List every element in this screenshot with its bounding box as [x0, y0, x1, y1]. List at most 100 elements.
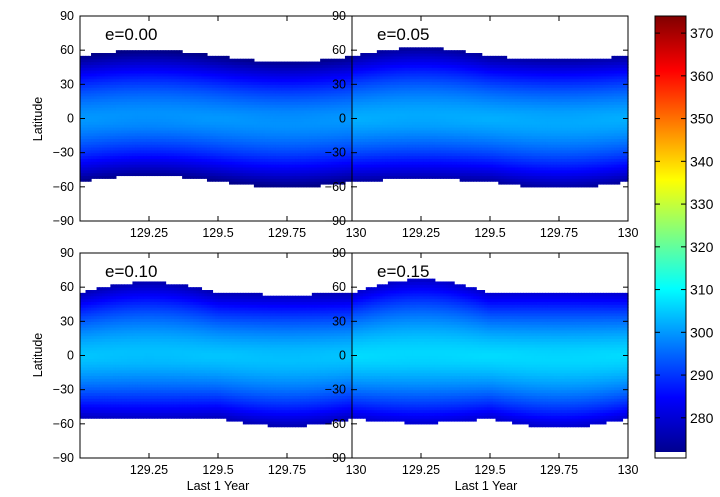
heatmap-cell [99, 112, 103, 117]
heatmap-cell [187, 72, 191, 77]
heatmap-cell [104, 101, 109, 105]
heatmap-cell [124, 109, 128, 114]
heatmap-cell [102, 129, 106, 134]
heatmap-cell [102, 101, 106, 105]
heatmap-cell [146, 95, 150, 100]
heatmap-cell [171, 158, 175, 162]
heatmap-cell [132, 121, 136, 125]
heatmap-cell [96, 78, 100, 83]
heatmap-cell [195, 121, 200, 125]
heatmap-cell [126, 152, 131, 157]
heatmap-cell [146, 55, 150, 60]
heatmap-cell [140, 164, 145, 168]
heatmap-cell [184, 53, 189, 57]
heatmap-cell [193, 161, 197, 165]
heatmap-cell [204, 115, 208, 120]
heatmap-cell [198, 152, 203, 157]
heatmap-cell [157, 109, 161, 114]
heatmap-cell [157, 115, 161, 120]
heatmap-cell [187, 118, 191, 122]
heatmap-cell [157, 87, 161, 91]
heatmap-cell [91, 112, 95, 117]
heatmap-cell [182, 90, 186, 94]
heatmap-cell [160, 84, 164, 88]
heatmap-cell [184, 166, 189, 171]
heatmap-cell [132, 50, 136, 54]
heatmap-cell [204, 132, 208, 137]
heatmap-cell [187, 75, 191, 80]
heatmap-cell [93, 161, 98, 165]
heatmap-cell [184, 75, 189, 80]
heatmap-cell [193, 98, 197, 103]
heatmap-cell [165, 158, 169, 162]
heatmap-cell [129, 87, 134, 91]
heatmap-cell [201, 135, 205, 140]
heatmap-cell [121, 87, 125, 91]
heatmap-cell [198, 67, 203, 71]
heatmap-cell [99, 58, 103, 63]
heatmap-cell [187, 129, 191, 134]
heatmap-cell [176, 64, 180, 68]
heatmap-cell [171, 67, 175, 71]
heatmap-cell [160, 75, 164, 80]
heatmap-cell [182, 132, 186, 137]
heatmap-cell [124, 81, 128, 85]
heatmap-cell [137, 98, 142, 103]
heatmap-cell [193, 149, 197, 154]
heatmap-cell [195, 169, 200, 174]
heatmap-cell [124, 166, 128, 171]
heatmap-cell [85, 175, 89, 179]
heatmap-cell [143, 95, 147, 100]
heatmap-cell [173, 146, 178, 151]
heatmap-cell [99, 95, 103, 100]
heatmap-cell [102, 175, 106, 179]
heatmap-cell [93, 67, 98, 71]
heatmap-cell [113, 141, 117, 145]
heatmap-cell [157, 161, 161, 165]
heatmap-cell [82, 95, 87, 100]
heatmap-cell [190, 146, 194, 151]
heatmap-cell [82, 158, 87, 162]
heatmap-cell [190, 132, 194, 137]
heatmap-cell [96, 175, 100, 179]
heatmap-cell [102, 72, 106, 77]
heatmap-cell [187, 61, 191, 66]
heatmap-cell [107, 55, 111, 60]
heatmap-cell [140, 70, 145, 74]
heatmap-cell [124, 121, 128, 125]
heatmap-cell [182, 61, 186, 66]
heatmap-cell [80, 67, 84, 71]
heatmap-cell [140, 95, 145, 100]
heatmap-cell [151, 127, 156, 131]
heatmap-cell [124, 92, 128, 97]
heatmap-cell [198, 124, 203, 128]
heatmap-cell [110, 138, 114, 142]
heatmap-cell [80, 107, 84, 111]
heatmap-cell [113, 107, 117, 111]
heatmap-cell [165, 64, 169, 68]
heatmap-cell [182, 166, 186, 171]
heatmap-cell [121, 155, 125, 159]
heatmap-cell [204, 144, 208, 148]
heatmap-cell [104, 172, 109, 177]
heatmap-cell [146, 169, 150, 174]
heatmap-cell [165, 169, 169, 174]
heatmap-cell [195, 127, 200, 131]
heatmap-cell [201, 155, 205, 159]
heatmap-cell [151, 152, 156, 157]
heatmap-cell [124, 152, 128, 157]
heatmap-cell [171, 161, 175, 165]
heatmap-cell [193, 70, 197, 74]
heatmap-cell [151, 55, 156, 60]
heatmap-cell [126, 115, 131, 120]
heatmap-cell [80, 75, 84, 80]
heatmap-cell [110, 104, 114, 108]
heatmap-cell [113, 58, 117, 63]
heatmap-cell [187, 98, 191, 103]
heatmap-cell [93, 101, 98, 105]
heatmap-cell [201, 81, 205, 85]
heatmap-cell [110, 92, 114, 97]
heatmap-cell [179, 101, 183, 105]
heatmap-cell [168, 95, 172, 100]
heatmap-cell [135, 132, 139, 137]
